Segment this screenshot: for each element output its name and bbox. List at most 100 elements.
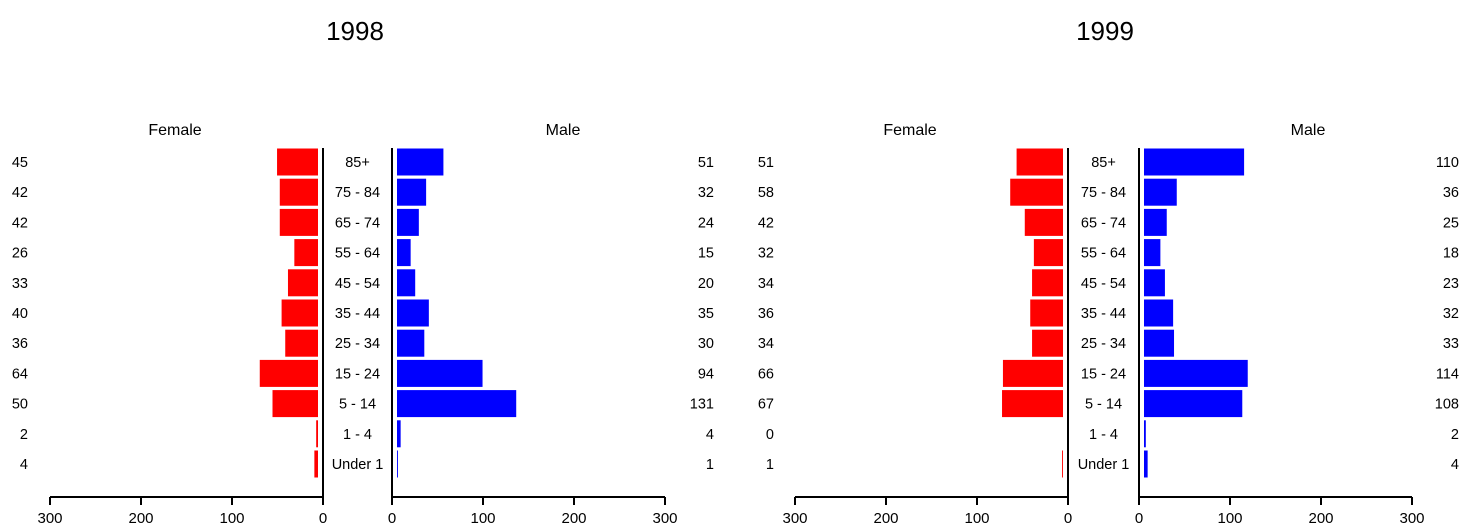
male-bar xyxy=(1144,178,1177,206)
chart-title: 1998 xyxy=(326,16,384,46)
series-label-female: Female xyxy=(148,122,201,139)
male-bar xyxy=(1144,239,1161,267)
age-group-label: 85+ xyxy=(345,155,370,171)
female-bar xyxy=(1062,450,1063,478)
male-value-label: 25 xyxy=(1443,215,1459,231)
male-value-label: 2 xyxy=(1451,427,1459,443)
female-value-label: 66 xyxy=(758,366,774,382)
female-value-label: 42 xyxy=(12,185,28,201)
male-x-tick-label: 0 xyxy=(388,510,396,525)
male-x-tick-label: 0 xyxy=(1135,510,1143,525)
series-label-male: Male xyxy=(546,122,581,139)
female-bar xyxy=(1032,329,1063,357)
male-value-label: 35 xyxy=(698,306,714,322)
female-bar xyxy=(1002,359,1063,387)
male-value-label: 131 xyxy=(690,397,714,413)
age-group-label: 25 - 34 xyxy=(335,336,380,352)
male-value-label: 108 xyxy=(1435,397,1459,413)
male-bar xyxy=(1144,390,1243,418)
male-x-tick-label: 300 xyxy=(652,510,677,525)
female-x-tick-label: 100 xyxy=(964,510,989,525)
female-x-tick-label: 300 xyxy=(782,510,807,525)
age-group-label: 25 - 34 xyxy=(1081,336,1126,352)
age-group-label: Under 1 xyxy=(1078,457,1130,473)
female-bar xyxy=(277,148,318,176)
age-group-label: 35 - 44 xyxy=(1081,306,1126,322)
male-value-label: 24 xyxy=(698,215,714,231)
male-value-label: 110 xyxy=(1436,155,1459,171)
male-x-tick-label: 100 xyxy=(470,510,495,525)
male-x-tick-label: 300 xyxy=(1399,510,1424,525)
female-bar xyxy=(272,390,318,418)
female-value-label: 0 xyxy=(766,427,774,443)
female-value-label: 58 xyxy=(758,185,774,201)
female-x-tick-label: 200 xyxy=(128,510,153,525)
female-value-label: 2 xyxy=(20,427,28,443)
female-value-label: 4 xyxy=(20,457,28,473)
male-value-label: 4 xyxy=(706,427,714,443)
age-group-label: 45 - 54 xyxy=(335,276,380,292)
age-group-label: 15 - 24 xyxy=(1081,366,1126,382)
female-value-label: 67 xyxy=(758,397,774,413)
female-bar xyxy=(1010,178,1063,206)
male-bar xyxy=(1144,450,1148,478)
female-x-tick-label: 300 xyxy=(37,510,62,525)
female-bar xyxy=(314,450,318,478)
age-group-label: 65 - 74 xyxy=(1081,215,1126,231)
female-bar xyxy=(281,299,318,327)
female-bar xyxy=(1024,208,1063,236)
male-bar xyxy=(397,359,483,387)
age-group-label: 5 - 14 xyxy=(339,397,376,413)
male-bar xyxy=(397,420,401,448)
female-x-tick-label: 0 xyxy=(1064,510,1072,525)
female-value-label: 64 xyxy=(12,366,28,382)
female-value-label: 34 xyxy=(758,336,774,352)
female-value-label: 42 xyxy=(12,215,28,231)
female-value-label: 36 xyxy=(758,306,774,322)
female-bar xyxy=(294,239,318,267)
male-value-label: 30 xyxy=(698,336,714,352)
female-bar xyxy=(287,269,318,297)
age-group-label: 35 - 44 xyxy=(335,306,380,322)
female-bar xyxy=(279,178,318,206)
male-bar xyxy=(397,239,411,267)
male-value-label: 36 xyxy=(1443,185,1459,201)
age-group-label: 5 - 14 xyxy=(1085,397,1122,413)
female-bar xyxy=(1033,239,1063,267)
male-x-tick-label: 200 xyxy=(561,510,586,525)
female-bar xyxy=(1016,148,1063,176)
series-label-male: Male xyxy=(1291,122,1326,139)
female-value-label: 42 xyxy=(758,215,774,231)
female-value-label: 45 xyxy=(12,155,28,171)
male-value-label: 18 xyxy=(1443,246,1459,262)
male-bar xyxy=(1144,299,1174,327)
female-bar xyxy=(285,329,318,357)
male-bar xyxy=(1144,359,1248,387)
female-value-label: 1 xyxy=(766,457,774,473)
female-bar xyxy=(1002,390,1063,418)
female-bar xyxy=(1030,299,1063,327)
female-x-tick-label: 100 xyxy=(219,510,244,525)
female-value-label: 40 xyxy=(12,306,28,322)
male-bar xyxy=(397,390,517,418)
male-value-label: 23 xyxy=(1443,276,1459,292)
age-group-label: 55 - 64 xyxy=(335,246,380,262)
age-group-label: 65 - 74 xyxy=(335,215,380,231)
male-bar xyxy=(1144,269,1165,297)
male-x-tick-label: 200 xyxy=(1308,510,1333,525)
female-x-tick-label: 200 xyxy=(873,510,898,525)
male-value-label: 32 xyxy=(698,185,714,201)
male-bar xyxy=(397,148,444,176)
male-value-label: 1 xyxy=(706,457,714,473)
male-value-label: 15 xyxy=(698,246,714,262)
series-label-female: Female xyxy=(883,122,936,139)
male-bar xyxy=(397,450,398,478)
female-bar xyxy=(279,208,318,236)
male-bar xyxy=(1144,329,1175,357)
age-group-label: 75 - 84 xyxy=(335,185,380,201)
chart-title: 1999 xyxy=(1076,16,1134,46)
female-value-label: 26 xyxy=(12,246,28,262)
male-value-label: 33 xyxy=(1443,336,1459,352)
age-group-label: 75 - 84 xyxy=(1081,185,1126,201)
